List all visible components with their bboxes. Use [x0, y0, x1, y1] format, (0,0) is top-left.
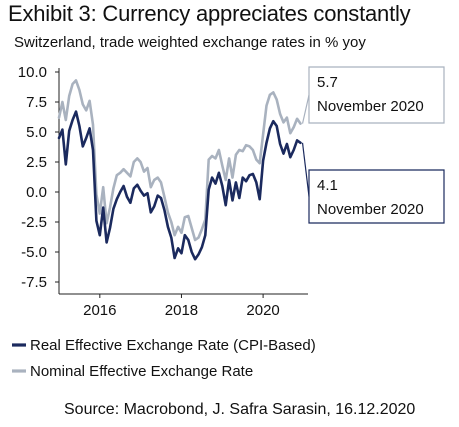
y-tick-label: 0.0: [26, 184, 47, 201]
nominal-callout-date: November 2020: [317, 98, 424, 115]
x-tick-label: 2016: [83, 302, 116, 319]
axes: 10.0 7.5 5.0 2.5 0.0 -2.5 -5.0 -7.5 2016 2018 2020: [18, 64, 308, 319]
y-tick-label: -5.0: [21, 244, 47, 261]
real-callout-box: [308, 169, 445, 224]
nominal-rate-line: [57, 79, 302, 242]
nominal-callout-leader: [301, 94, 310, 124]
y-tick-label: -7.5: [21, 274, 47, 291]
nominal-callout: 5.7 November 2020: [301, 66, 445, 124]
x-tick-label: 2018: [165, 302, 198, 319]
y-tick-label: 2.5: [26, 154, 47, 171]
y-tick-label: 10.0: [18, 64, 47, 81]
y-tick-label: 5.0: [26, 124, 47, 141]
chart-title: Exhibit 3: Currency appreciates constant…: [8, 1, 411, 26]
line-chart: 10.0 7.5 5.0 2.5 0.0 -2.5 -5.0 -7.5 2016 2018 2020…: [12, 64, 445, 380]
source-note: Source: Macrobond, J. Safra Sarasin, 16.…: [64, 401, 416, 418]
legend-label: Nominal Effective Exchange Rate: [30, 363, 253, 380]
nominal-callout-value: 5.7: [317, 74, 338, 91]
real-rate-line: [57, 110, 302, 261]
real-callout-value: 4.1: [317, 177, 338, 194]
x-tick-label: 2020: [246, 302, 279, 319]
y-tick-label: 7.5: [26, 94, 47, 111]
chart-subtitle: Switzerland, trade weighted exchange rat…: [14, 34, 366, 51]
real-callout: 4.1 November 2020: [301, 142, 445, 224]
legend-label: Real Effective Exchange Rate (CPI-Based): [30, 337, 316, 354]
y-tick-label: -2.5: [21, 214, 47, 231]
legend: Real Effective Exchange Rate (CPI-Based)…: [12, 337, 316, 380]
real-callout-date: November 2020: [317, 201, 424, 218]
nominal-callout-box: [308, 66, 445, 124]
real-callout-leader: [301, 142, 310, 197]
series-lines: [57, 79, 302, 261]
value-callouts: 5.7 November 2020 4.1 November 2020: [301, 66, 445, 224]
